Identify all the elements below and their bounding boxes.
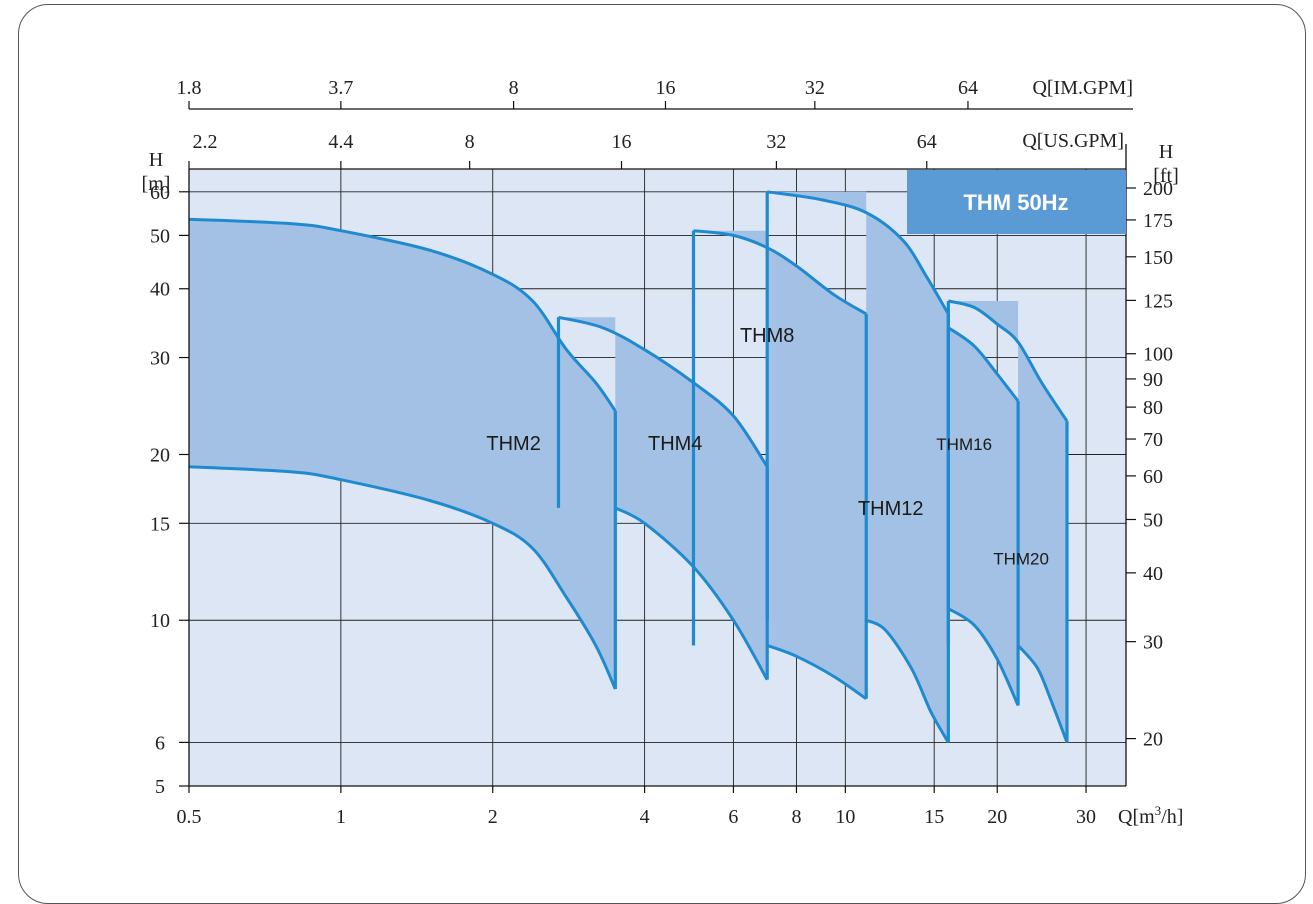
- band-thm2: [189, 219, 616, 689]
- x-tick-label: 0.5: [177, 806, 202, 828]
- x-tick-label: 30: [1076, 806, 1096, 828]
- im-gpm-axis-label: Q[IM.GPM]: [1032, 77, 1133, 99]
- y-right-tick-label: 175: [1143, 210, 1173, 232]
- series-label-thm12: THM12: [858, 498, 924, 520]
- band-thm8: [693, 230, 867, 699]
- curve-top-thm20: [947, 299, 1069, 422]
- curve-top-thm4: [558, 315, 769, 468]
- curve-bottom-thm16: [947, 607, 1020, 707]
- y-axis-left-unit: [m]: [142, 173, 171, 195]
- badge-box: [907, 170, 1126, 234]
- series-label-thm16: THM16: [936, 435, 992, 454]
- x-tick-label: 20: [987, 806, 1007, 828]
- y-tick-label: 6: [155, 732, 165, 754]
- x-tick-label: 15: [924, 806, 944, 828]
- y-tick-label: 60: [150, 182, 170, 204]
- y-axis-right-letter: H: [1159, 141, 1173, 163]
- curve-top-thm8: [693, 229, 867, 316]
- y-tick-label: 5: [155, 776, 165, 798]
- curve-top-thm2: [188, 217, 617, 412]
- series-label-thm8: THM8: [740, 325, 794, 347]
- y-right-tick-label: 200: [1143, 178, 1173, 200]
- band-thm20: [948, 301, 1067, 743]
- im-gpm-tick-label: 3.7: [328, 77, 353, 99]
- y-tick-label: 15: [150, 513, 170, 535]
- y-tick-label: 50: [150, 225, 170, 247]
- us-gpm-tick-label: 16: [612, 131, 632, 153]
- x-tick-label: 6: [728, 806, 738, 828]
- curve-bottom-thm12: [865, 618, 950, 744]
- curve-bottom-thm2: [188, 465, 617, 690]
- y-tick-label: 20: [150, 444, 170, 466]
- x-tick-label: 8: [791, 806, 801, 828]
- y-right-tick-label: 40: [1143, 563, 1163, 585]
- us-gpm-tick-label: 64: [917, 131, 937, 153]
- series-labels: THM2 THM4 THM8 THM12 THM16 THM20: [486, 325, 1049, 569]
- y-right-tick-label: 90: [1143, 369, 1163, 391]
- y-axis-left-letter: H: [149, 149, 163, 171]
- series-label-thm20: THM20: [993, 550, 1049, 569]
- im-gpm-tick-label: 8: [509, 77, 519, 99]
- y-right-tick-label: 30: [1143, 632, 1163, 654]
- x-tick-label: 4: [640, 806, 650, 828]
- us-gpm-tick-label: 32: [766, 131, 786, 153]
- us-gpm-tick-label: 4.4: [328, 131, 353, 153]
- y-right-tick-label: 80: [1143, 397, 1163, 419]
- y-right-tick-label: 100: [1143, 344, 1173, 366]
- y-right-tick-label: 125: [1143, 290, 1173, 312]
- x-tick-label: 2: [488, 806, 498, 828]
- y-tick-label: 10: [150, 610, 170, 632]
- im-gpm-tick-label: 64: [958, 77, 978, 99]
- y-right-tick-label: 70: [1143, 429, 1163, 451]
- badge-label: THM 50Hz: [963, 190, 1068, 215]
- im-gpm-tick-label: 32: [805, 77, 825, 99]
- im-gpm-tick-label: 1.8: [177, 77, 202, 99]
- x-tick-label: 10: [835, 806, 855, 828]
- band-thm12: [767, 191, 949, 743]
- y-axis-right-unit: [ft]: [1153, 165, 1179, 187]
- curve-bottom-thm20: [1016, 644, 1069, 743]
- y-right-tick-label: 50: [1143, 509, 1163, 531]
- badge: THM 50Hz: [907, 170, 1126, 234]
- im-gpm-tick-label: 16: [655, 77, 675, 99]
- us-gpm-tick-label: 2.2: [193, 131, 218, 153]
- y-tick-label: 30: [150, 348, 170, 370]
- curve-bottom-thm8: [766, 643, 868, 701]
- x-tick-label: 1: [336, 806, 346, 828]
- y-tick-label: 40: [150, 279, 170, 301]
- series-label-thm2: THM2: [486, 433, 540, 455]
- us-gpm-tick-label: 8: [465, 131, 475, 153]
- x-axis-label: Q[m3/h]: [1118, 803, 1183, 828]
- y-right-tick-label: 20: [1143, 729, 1163, 751]
- y-right-tick-label: 60: [1143, 466, 1163, 488]
- axes: 0.5 1 2 4 6 8 10 15 20 30 Q[m3/h] 5 6 10 15 20 30 40 50 60 H…: [142, 77, 1184, 828]
- band-thm16: [948, 327, 1019, 706]
- us-gpm-axis-label: Q[US.GPM]: [1022, 130, 1124, 152]
- pump-bands: [188, 190, 1069, 744]
- curve-top-thm12: [766, 190, 950, 315]
- series-label-thm4: THM4: [648, 433, 702, 455]
- y-right-tick-label: 150: [1143, 247, 1173, 269]
- curve-top-thm16: [947, 326, 1020, 403]
- band-thm4: [558, 317, 768, 680]
